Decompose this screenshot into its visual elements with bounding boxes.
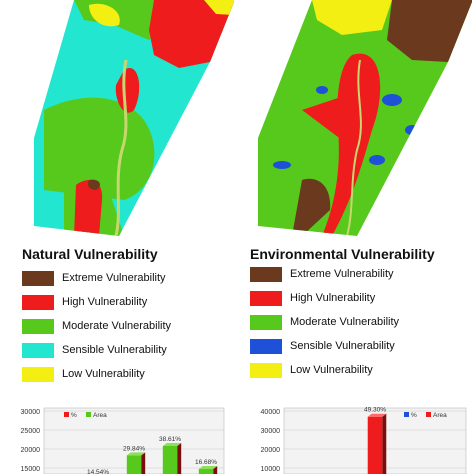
data-label: 14.54% (87, 469, 109, 474)
legend-item-extreme: Extreme Vulnerability (22, 270, 166, 286)
y-tick-label: 30000 (21, 409, 41, 416)
bar-top (367, 413, 387, 417)
bar (367, 416, 383, 474)
legend-label: % (411, 412, 417, 419)
river (114, 59, 128, 236)
y-tick-label: 10000 (261, 466, 281, 473)
legend-label: Low Vulnerability (290, 364, 373, 376)
data-label: 38.61% (159, 436, 181, 443)
sensible-patch (273, 161, 291, 169)
legend-label: Low Vulnerability (62, 368, 145, 380)
legend-swatch (22, 318, 54, 334)
natural-vulnerability-map (34, 0, 234, 236)
legend-swatch (404, 412, 409, 417)
sensible-patch (405, 125, 419, 135)
bar (126, 455, 142, 474)
legend-swatch (426, 412, 431, 417)
low-zone-corner (204, 0, 234, 15)
bar-side (213, 466, 218, 474)
data-label: 29.84% (123, 445, 145, 452)
y-tick-label: 30000 (261, 428, 281, 435)
legend-label: Moderate Vulnerability (62, 320, 172, 332)
low-zone-north (312, 0, 392, 35)
legend-label: Sensible Vulnerability (62, 344, 167, 356)
bar-side (141, 452, 146, 474)
legend-label: Area (93, 412, 107, 419)
bar (198, 469, 214, 474)
legend-swatch (250, 314, 282, 330)
legend-title-environmental: Environmental Vulnerability (250, 246, 435, 262)
legend-swatch (22, 342, 54, 358)
legend-item-high: High Vulnerability (22, 294, 147, 310)
legend-swatch (250, 362, 282, 378)
legend-item-sensible: Sensible Vulnerability (22, 342, 167, 358)
legend-title-natural: Natural Vulnerability (22, 246, 158, 262)
legend-swatch (64, 412, 69, 417)
high-zone-west (302, 95, 347, 140)
legend-swatch (250, 266, 282, 282)
legend-label: Area (433, 412, 447, 419)
sensible-patch (382, 94, 402, 106)
legend-label: High Vulnerability (290, 292, 376, 304)
legend-swatch (22, 270, 54, 286)
legend-label: Extreme Vulnerability (62, 272, 166, 284)
extreme-zone-northeast (387, 0, 472, 62)
legend-item-extreme: Extreme Vulnerability (250, 266, 394, 282)
bar-top (198, 466, 218, 470)
legend-label: High Vulnerability (62, 296, 148, 308)
high-zone-northeast (149, 0, 234, 68)
y-tick-label: 20000 (261, 447, 281, 454)
bar-side (382, 413, 387, 474)
legend-swatch (22, 294, 54, 310)
environmental-vulnerability-bar-chart: 40000300002000010000%Area14.54%15.75%49.… (261, 407, 467, 474)
river (346, 59, 362, 236)
legend-label: Sensible Vulnerability (290, 340, 395, 352)
low-zone-north (89, 3, 120, 27)
legend-item-low: Low Vulnerability (22, 366, 145, 382)
bar-side (177, 442, 182, 474)
legend-item-moderate: Moderate Vulnerability (250, 314, 399, 330)
legend-swatch (22, 366, 54, 382)
extreme-zone (87, 179, 100, 190)
y-tick-label: 15000 (21, 466, 41, 473)
data-label: 49.30% (364, 407, 386, 414)
bar-top (162, 442, 182, 446)
legend-label: % (71, 412, 77, 419)
data-label: 16.68% (195, 459, 217, 466)
y-tick-label: 20000 (21, 447, 41, 454)
legend-label: Extreme Vulnerability (290, 268, 394, 280)
bar (162, 445, 178, 474)
legend-item-low: Low Vulnerability (250, 362, 373, 378)
legend-item-high: High Vulnerability (250, 290, 375, 306)
legend-swatch (250, 290, 282, 306)
high-zone-south (74, 180, 103, 236)
y-tick-label: 40000 (261, 409, 281, 416)
legend-item-sensible: Sensible Vulnerability (250, 338, 395, 354)
y-tick-label: 25000 (21, 428, 41, 435)
sensible-patch (369, 155, 385, 165)
legend-label: Moderate Vulnerability (290, 316, 400, 328)
legend-item-moderate: Moderate Vulnerability (22, 318, 171, 334)
sensible-patch (316, 86, 328, 94)
high-zone-river (115, 68, 140, 113)
extreme-zone-south (292, 178, 331, 236)
high-zone-river (322, 53, 381, 236)
bar-top (126, 452, 146, 456)
natural-vulnerability-bar-chart: 30000 25000 20000 15000% Area 14.54% 29.84% 38.… (21, 407, 225, 474)
legend-swatch (250, 338, 282, 354)
legend-swatch (86, 412, 91, 417)
environmental-vulnerability-map (258, 0, 472, 236)
